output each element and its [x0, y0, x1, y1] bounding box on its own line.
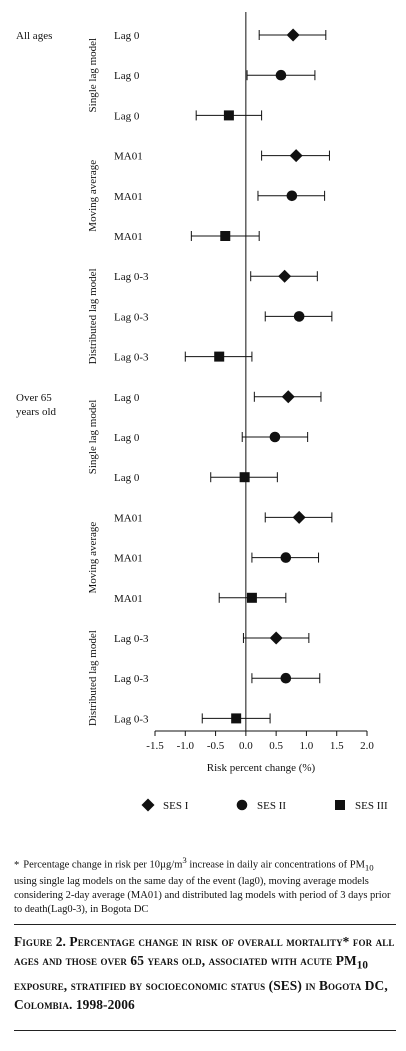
- point-estimate-diamond: [289, 149, 303, 163]
- point-estimate-square: [220, 231, 231, 241]
- point-estimate-diamond: [292, 510, 306, 524]
- model-group-label: Distributed lag model: [87, 630, 99, 726]
- row-label: Lag 0-3: [114, 633, 149, 645]
- point-estimate-square: [231, 713, 242, 724]
- point-estimate-circle: [293, 311, 305, 322]
- footnote-superscript: 3: [182, 855, 187, 865]
- x-tick-label: 0.0: [239, 740, 253, 752]
- model-group-label: Moving average: [87, 160, 99, 232]
- legend-marker-circle: [236, 799, 248, 811]
- model-group-label: Moving average: [87, 522, 99, 594]
- point-estimate-diamond: [278, 269, 292, 283]
- forest-plot: All ages Single lag model Lag 0 Lag 0 Lag 0 M…: [16, 12, 388, 812]
- row-label: MA01: [114, 593, 143, 605]
- point-estimate-circle: [269, 431, 281, 443]
- row-label: MA01: [114, 553, 143, 565]
- caption-text-part-1: Figure 2. Percentage change in risk of o…: [14, 934, 395, 968]
- row-label: Lag 0-3: [114, 271, 149, 283]
- point-estimate-square: [214, 351, 225, 362]
- legend-marker-square: [335, 800, 345, 810]
- row-label: Lag 0: [114, 392, 140, 404]
- row-label: Lag 0: [114, 110, 140, 122]
- x-tick-label: -1.0: [177, 740, 195, 752]
- footnote-text-part-1: Percentage change in risk per 10µg/m: [23, 859, 183, 871]
- row-label: Lag 0: [114, 30, 140, 42]
- row-label: Lag 0-3: [114, 311, 149, 323]
- point-estimate-circle: [286, 190, 298, 202]
- caption-bottom-rule: [14, 1030, 396, 1031]
- point-estimate-circle: [275, 69, 287, 81]
- legend-label: SES II: [257, 800, 286, 812]
- footnote-text-part-2: increase in daily air concentrations of …: [186, 859, 365, 871]
- row-label: MA01: [114, 191, 143, 203]
- caption-subscript: 10: [356, 959, 369, 972]
- x-tick-label: 1.5: [330, 740, 344, 752]
- x-axis-label: Risk percent change (%): [207, 762, 316, 774]
- row-label: MA01: [114, 512, 143, 524]
- row-label: Lag 0: [114, 70, 140, 82]
- x-tick-label: -0.5: [207, 740, 225, 752]
- row-label: Lag 0-3: [114, 713, 149, 725]
- model-group-label: Single lag model: [87, 38, 99, 113]
- point-estimate-circle: [280, 552, 292, 563]
- row-label: Lag 0-3: [114, 673, 149, 685]
- legend-label: SES III: [355, 800, 388, 812]
- row-label: Lag 0: [114, 432, 140, 444]
- point-estimate-square: [246, 592, 257, 603]
- point-estimate-diamond: [281, 390, 295, 404]
- model-group-label: Single lag model: [87, 400, 99, 475]
- panel-label: Over 65 years old: [16, 392, 57, 418]
- row-label: MA01: [114, 231, 143, 243]
- legend-label: SES I: [163, 800, 189, 812]
- caption-text-part-2: exposure, stratified by socioeconomic st…: [14, 977, 388, 1012]
- footnote-text-part-3: using single lag models on the same day …: [14, 875, 391, 915]
- panel-label: All ages: [16, 30, 52, 42]
- row-label: Lag 0: [114, 472, 140, 484]
- x-tick-label: 0.5: [269, 740, 283, 752]
- point-estimate-diamond: [286, 28, 300, 42]
- legend-marker-diamond: [141, 798, 155, 812]
- x-tick-label: -1.5: [146, 740, 164, 752]
- caption-top-rule: [14, 924, 396, 925]
- point-estimate-diamond: [269, 631, 283, 645]
- footnote-subscript: 10: [364, 862, 374, 873]
- model-group-label: Distributed lag model: [87, 268, 99, 364]
- point-estimate-square: [223, 110, 234, 121]
- x-tick-label: 1.0: [300, 740, 314, 752]
- x-tick-label: 2.0: [360, 740, 374, 752]
- footnote-star: *: [14, 859, 20, 871]
- figure-caption: Figure 2. Percentage change in risk of o…: [14, 932, 396, 1014]
- footnote: * Percentage change in risk per 10µg/m3 i…: [14, 853, 396, 917]
- point-estimate-square: [239, 472, 250, 483]
- row-label: MA01: [114, 151, 143, 163]
- point-estimate-circle: [280, 672, 292, 684]
- row-label: Lag 0-3: [114, 352, 149, 364]
